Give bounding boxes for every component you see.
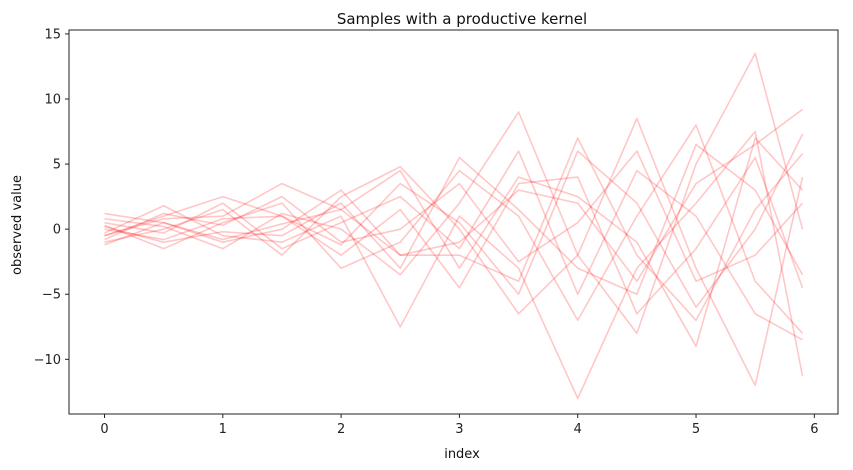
series-line-1: [104, 108, 803, 283]
x-tick-label: 2: [337, 422, 345, 437]
x-tick-label: 5: [692, 422, 700, 437]
series-line-8: [104, 137, 804, 322]
y-tick-label: 5: [53, 158, 61, 173]
series-line-2: [104, 133, 804, 309]
series-lines: [104, 52, 804, 400]
series-line-11: [104, 143, 804, 296]
x-tick-label: 6: [810, 422, 818, 437]
y-tick-label: 0: [53, 223, 61, 238]
series-line-12: [104, 137, 804, 348]
series-line-3: [104, 124, 804, 334]
y-tick-label: 15: [44, 27, 61, 42]
y-tick-label: −10: [34, 353, 61, 368]
y-axis-label: observed value: [10, 175, 25, 275]
series-line-4: [104, 117, 804, 387]
y-tick-label: 10: [44, 92, 61, 107]
plot-frame: [68, 29, 839, 415]
series-line-6: [104, 130, 804, 400]
y-tick-label: −5: [42, 288, 61, 303]
x-tick-label: 3: [455, 422, 463, 437]
x-axis-label: index: [444, 447, 480, 462]
x-tick-label: 4: [574, 422, 582, 437]
series-line-5: [104, 52, 804, 335]
axis-ticks: 0 1 2 3 4 5 6 −10 −5 0 5 10 15: [34, 27, 819, 437]
chart-title: Samples with a productive kernel: [337, 10, 587, 28]
series-line-7: [104, 156, 804, 315]
series-line-9: [104, 150, 803, 341]
x-tick-label: 1: [219, 422, 227, 437]
x-tick-label: 0: [100, 422, 108, 437]
series-line-10: [104, 150, 804, 283]
